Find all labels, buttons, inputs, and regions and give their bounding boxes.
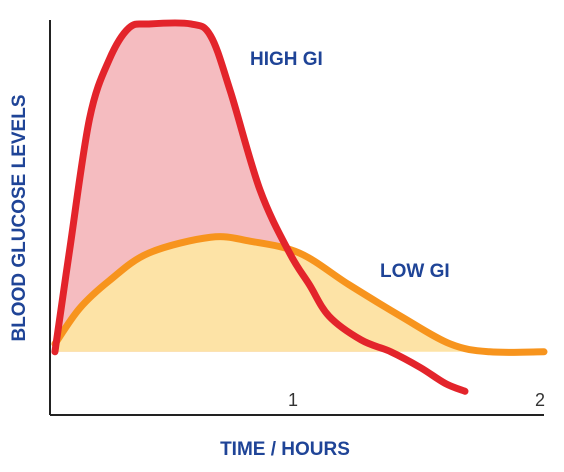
line: [51, 233, 548, 356]
area: [54, 236, 490, 352]
line: [51, 19, 469, 395]
x-tick-label: 1: [288, 390, 298, 410]
series-label: HIGH GI: [250, 49, 323, 70]
series-label: LOW GI: [380, 261, 450, 282]
x-tick-label: 2: [535, 390, 545, 410]
x-axis-label: TIME / HOURS: [220, 439, 350, 460]
y-axis-label: BLOOD GLUCOSE LEVELS: [9, 94, 30, 341]
